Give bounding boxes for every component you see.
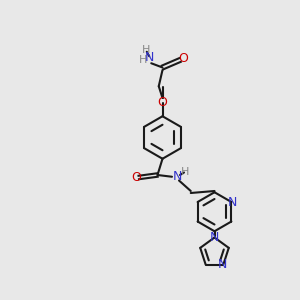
- Text: O: O: [178, 52, 188, 64]
- Text: H: H: [181, 167, 189, 177]
- Text: O: O: [131, 171, 141, 184]
- Text: H: H: [139, 55, 147, 65]
- Text: N: N: [228, 196, 237, 208]
- Text: H: H: [142, 45, 150, 55]
- Text: N: N: [145, 51, 154, 64]
- Text: N: N: [218, 258, 227, 271]
- Text: O: O: [158, 96, 167, 109]
- Text: N: N: [172, 170, 182, 183]
- Text: N: N: [210, 231, 219, 244]
